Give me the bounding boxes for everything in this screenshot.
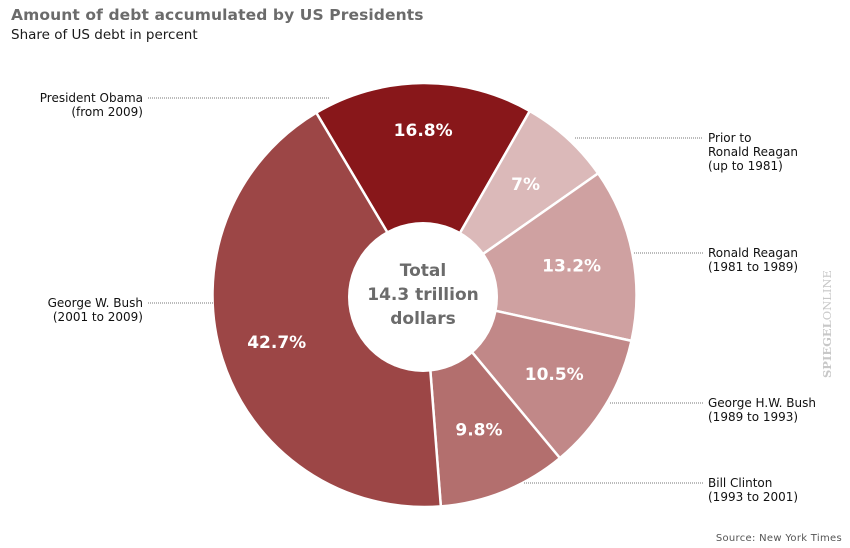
legend-name: Bill Clinton: [708, 476, 772, 490]
slice-president-obama: [314, 81, 532, 298]
legend-period: (1981 to 1989): [708, 260, 798, 274]
center-label-line: dollars: [390, 309, 455, 329]
legend-name: Ronald Reagan: [708, 145, 798, 159]
slice-value-label: 7%: [511, 175, 540, 195]
legend-period: (1993 to 2001): [708, 490, 798, 504]
brand-light: ONLINE: [820, 270, 834, 321]
legend-period: (2001 to 2009): [53, 310, 143, 324]
center-hole: [348, 222, 498, 372]
center-label-line: 14.3 trillion: [367, 285, 478, 305]
legend-name: President Obama: [40, 91, 143, 105]
slice-value-label: 9.8%: [455, 420, 502, 440]
legend-name: Ronald Reagan: [708, 246, 798, 260]
legend-name: Prior to: [708, 131, 751, 145]
chart-title: Amount of debt accumulated by US Preside…: [11, 6, 424, 24]
chart-subtitle: Share of US debt in percent: [11, 27, 198, 43]
brand-bold: SPIEGEL: [820, 320, 834, 378]
source-note: Source: New York Times: [715, 533, 842, 544]
legend-period: (1989 to 1993): [708, 410, 798, 424]
legend-period: (from 2009): [71, 105, 143, 119]
legend-name: George W. Bush: [48, 296, 143, 310]
leader-lines: [148, 97, 703, 484]
legend-period: (up to 1981): [708, 159, 783, 173]
center-label-line: Total: [400, 261, 446, 281]
legend-name: George H.W. Bush: [708, 396, 816, 410]
spiegel-online-logo: SPIEGELONLINE: [820, 270, 834, 378]
slice-value-label: 42.7%: [247, 333, 306, 353]
slice-george-w-bush: [211, 110, 443, 509]
slice-labels: 16.8% President Obama(from 2009) 7% Prior t…: [40, 91, 816, 504]
center-label: Total 14.3 trillion dollars: [367, 261, 478, 329]
slice-value-label: 10.5%: [525, 365, 584, 385]
slice-value-label: 13.2%: [542, 257, 601, 277]
slice-value-label: 16.8%: [394, 121, 453, 141]
